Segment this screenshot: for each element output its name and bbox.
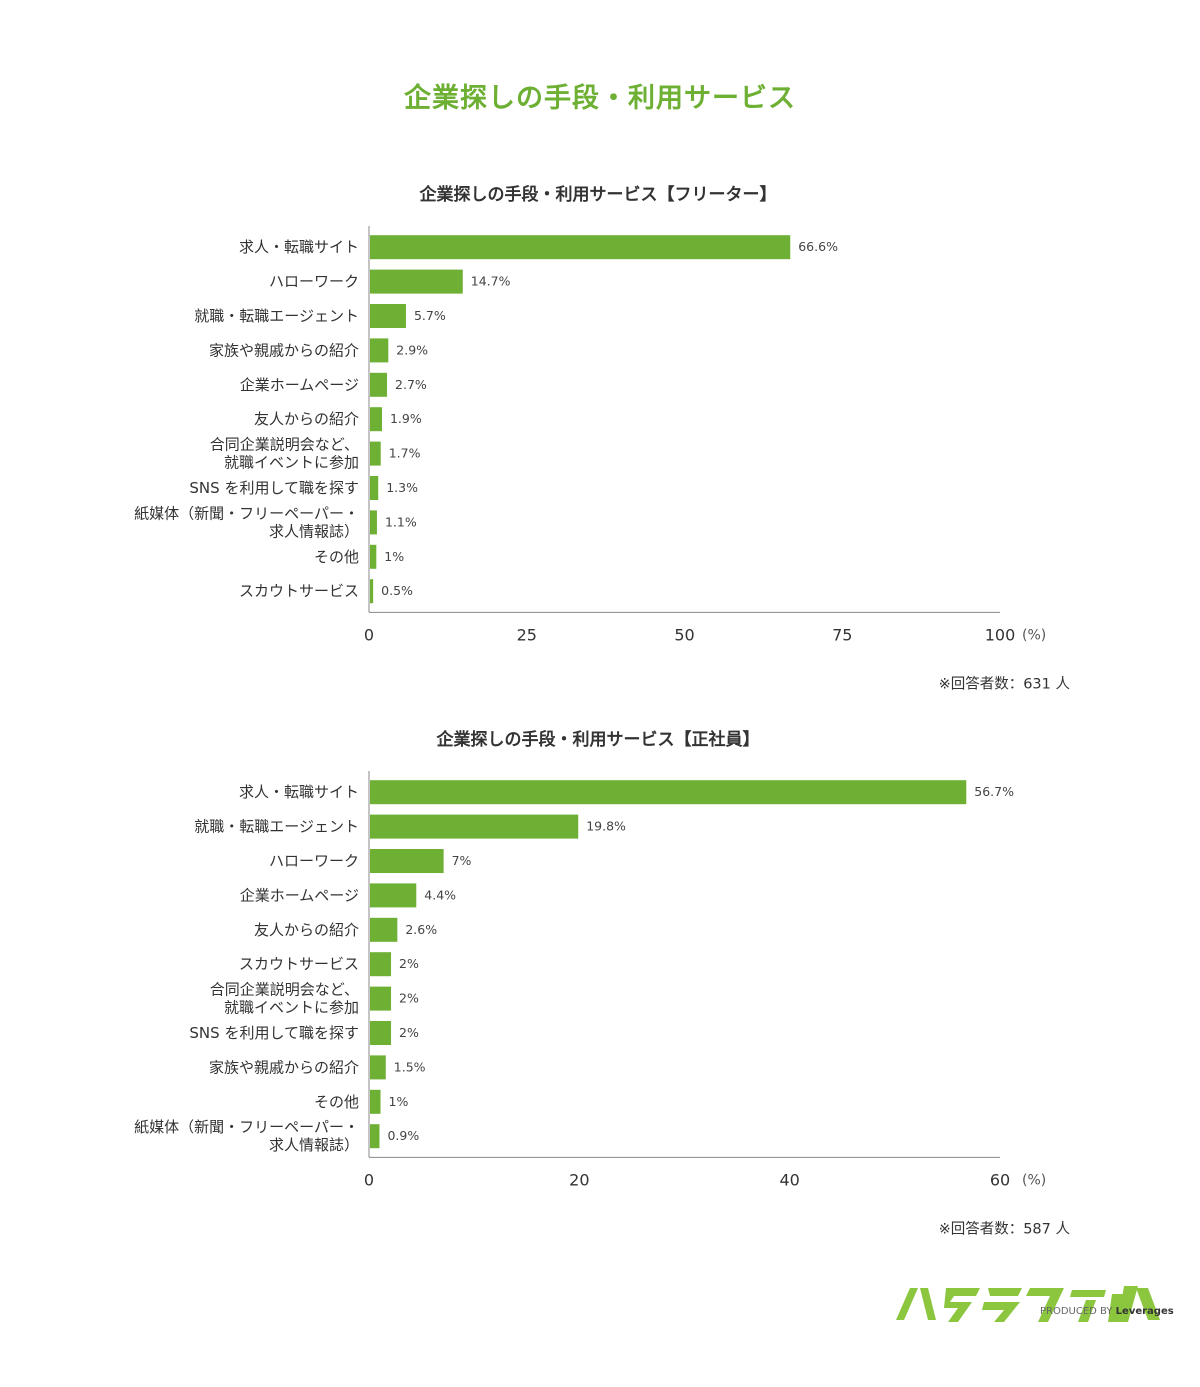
bar: [370, 372, 388, 397]
category-label: 求人・転職サイト: [239, 238, 359, 256]
bar: [370, 1055, 386, 1080]
category-label-line: 合同企業説明会など、: [210, 981, 359, 999]
category-label-line: 就職イベントに参加: [224, 454, 359, 472]
category-label-line: 求人情報誌）: [269, 1136, 359, 1154]
logo-produced-by: PRODUCED BY: [1040, 1306, 1113, 1317]
value-label: 5.7%: [414, 308, 446, 323]
value-label: 2.6%: [405, 922, 437, 937]
x-tick-label: 60: [990, 1170, 1010, 1189]
bar: [370, 1124, 380, 1149]
hataractive-logo: [896, 1286, 1160, 1322]
category-label: SNS を利用して職を探す: [189, 479, 359, 497]
category-label: 家族や親戚からの紹介: [209, 1058, 359, 1076]
category-label: 家族や親戚からの紹介: [209, 341, 359, 359]
bar: [370, 814, 579, 839]
bar: [370, 883, 417, 908]
x-tick-label: 0: [364, 1170, 374, 1189]
value-label: 2.9%: [396, 342, 428, 357]
bar: [370, 544, 377, 569]
category-label: ハローワーク: [269, 852, 359, 870]
category-label: 就職・転職エージェント: [194, 818, 359, 836]
value-label: 7%: [452, 853, 472, 868]
x-tick-label: 20: [569, 1170, 589, 1189]
value-label: 1.3%: [386, 480, 418, 495]
category-label-line: 求人情報誌）: [269, 522, 359, 540]
bar: [370, 849, 444, 873]
value-label: 1.1%: [385, 514, 417, 529]
category-label: スカウトサービス: [239, 955, 359, 973]
bar: [370, 780, 967, 805]
logo-brand: Leverages: [1115, 1306, 1174, 1317]
value-label: 2%: [399, 1025, 419, 1040]
value-label: 1%: [384, 549, 404, 564]
value-label: 0.9%: [387, 1128, 419, 1143]
value-label: 56.7%: [974, 784, 1014, 799]
category-label: スカウトサービス: [239, 582, 359, 600]
category-label: その他: [314, 548, 359, 566]
bar: [370, 510, 377, 535]
category-label-line: 紙媒体（新聞・フリーペーパー・: [134, 504, 359, 522]
category-label: 合同企業説明会など、就職イベントに参加: [210, 981, 359, 1017]
category-label-line: 合同企業説明会など、: [210, 436, 359, 454]
respondent-note: ※回答者数：631 人: [939, 675, 1070, 692]
value-label: 2%: [399, 991, 419, 1006]
category-label: ハローワーク: [269, 273, 359, 291]
bar: [370, 338, 389, 363]
category-label-line: 紙媒体（新聞・フリーペーパー・: [134, 1118, 359, 1136]
category-label-line: 就職イベントに参加: [224, 999, 359, 1017]
bar: [370, 304, 406, 328]
value-label: 1.9%: [390, 411, 422, 426]
category-label: 就職・転職エージェント: [194, 307, 359, 325]
category-label: 紙媒体（新聞・フリーペーパー・求人情報誌）: [134, 1118, 359, 1154]
category-label: その他: [314, 1093, 359, 1111]
value-label: 1%: [389, 1094, 409, 1109]
value-label: 1.7%: [389, 446, 421, 461]
value-label: 14.7%: [471, 274, 511, 289]
value-label: 2.7%: [395, 377, 427, 392]
chart-freeter: 企業探しの手段・利用サービス【フリーター】 66.6% 求人・転職サイト 14.7% ハ…: [134, 184, 1070, 692]
value-label: 2%: [399, 956, 419, 971]
bar: [370, 579, 374, 604]
category-label: 友人からの紹介: [254, 921, 359, 939]
value-label: 0.5%: [381, 583, 413, 598]
x-tick-label: 25: [517, 625, 537, 644]
category-label: 企業ホームページ: [240, 886, 359, 904]
bar: [370, 269, 463, 294]
value-label: 66.6%: [798, 239, 838, 254]
chart-fulltime: 企業探しの手段・利用サービス【正社員】 56.7% 求人・転職サイト 19.8% 就職・…: [134, 729, 1070, 1237]
x-tick-label: 40: [779, 1170, 799, 1189]
bar: [370, 441, 381, 466]
respondent-note: ※回答者数：587 人: [939, 1220, 1070, 1237]
bar: [370, 917, 398, 942]
x-tick-label: 100: [985, 625, 1016, 644]
category-label: 企業ホームページ: [240, 376, 359, 394]
bar: [370, 1089, 381, 1114]
x-tick-label: 0: [364, 625, 374, 644]
bar: [370, 407, 382, 432]
category-label: 求人・転職サイト: [239, 783, 359, 801]
category-label: SNS を利用して職を探す: [189, 1024, 359, 1042]
x-tick-label: 75: [832, 625, 852, 644]
bar: [370, 986, 392, 1011]
bar: [370, 235, 791, 260]
x-unit-label: (%): [1022, 627, 1046, 643]
logo-credit: PRODUCED BY Leverages: [1040, 1306, 1174, 1317]
category-label: 紙媒体（新聞・フリーペーパー・求人情報誌）: [134, 504, 359, 540]
chart-title: 企業探しの手段・利用サービス【正社員】: [436, 729, 760, 750]
value-label: 4.4%: [424, 887, 456, 902]
bar: [370, 476, 379, 500]
bar: [370, 952, 392, 977]
bar: [370, 1021, 392, 1045]
value-label: 1.5%: [394, 1059, 426, 1074]
x-unit-label: (%): [1022, 1172, 1046, 1188]
category-label: 友人からの紹介: [254, 410, 359, 428]
value-label: 19.8%: [586, 819, 626, 834]
x-tick-label: 50: [674, 625, 694, 644]
category-label: 合同企業説明会など、就職イベントに参加: [210, 436, 359, 472]
page-title: 企業探しの手段・利用サービス: [404, 83, 796, 114]
chart-title: 企業探しの手段・利用サービス【フリーター】: [419, 184, 777, 205]
